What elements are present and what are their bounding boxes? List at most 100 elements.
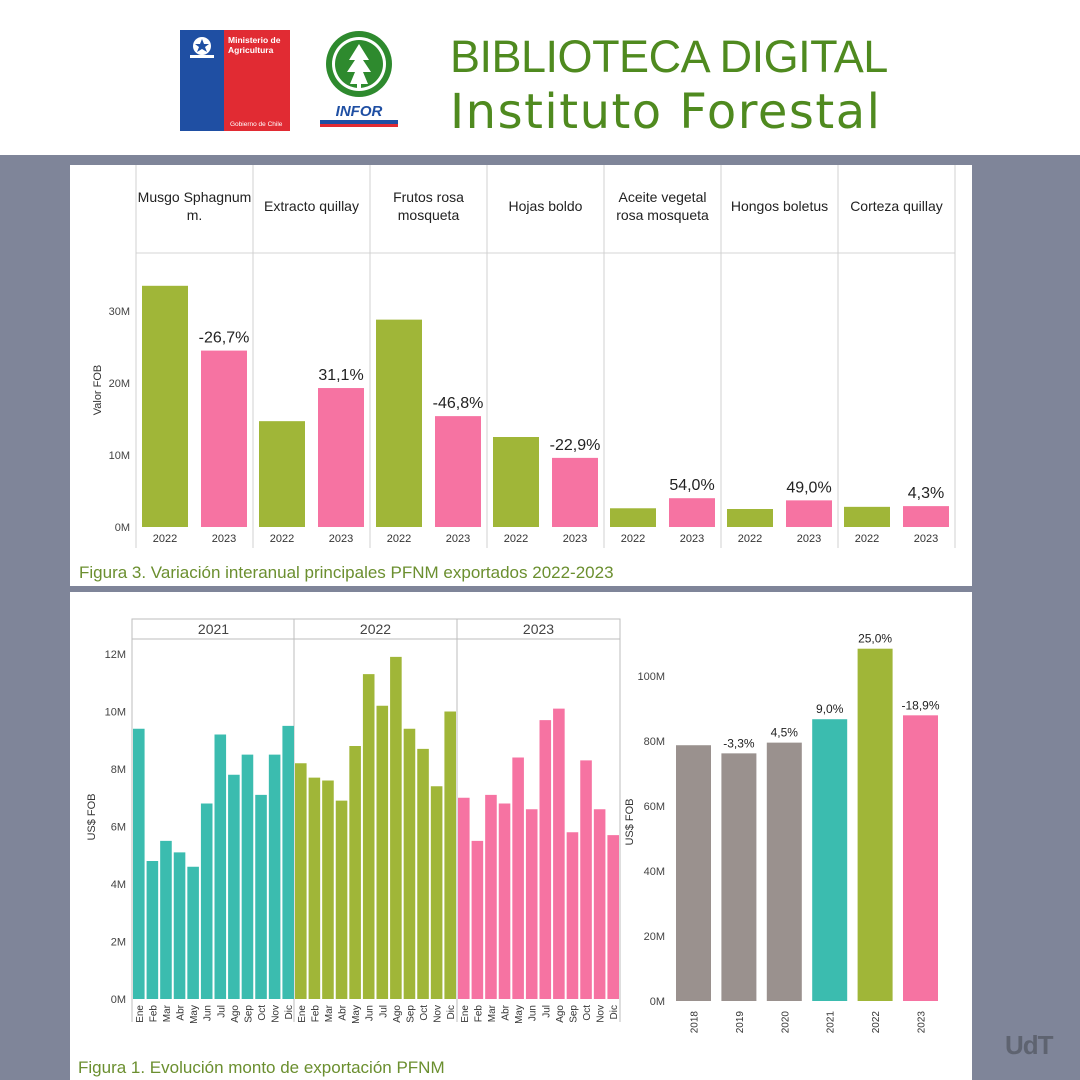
fig3-change-label: 4,3% <box>908 485 944 502</box>
fig1-month-bar <box>349 746 361 999</box>
fig1-month-label: Jul <box>216 1005 227 1018</box>
fig1-year-label: 2020 <box>780 1011 791 1034</box>
ministry-logo-line2: Agricultura <box>228 45 274 55</box>
fig1-month-bar <box>539 720 552 999</box>
fig3-bar-2023 <box>903 506 949 527</box>
fig1-month-label: Ene <box>135 1005 146 1023</box>
fig3-category-label: mosqueta <box>398 207 460 223</box>
fig1-month-bar <box>390 656 402 999</box>
fig3-change-label: 54,0% <box>669 477 714 494</box>
fig1-month-bar <box>444 711 456 999</box>
fig1-year-bar <box>857 648 893 1001</box>
fig1-month-bar <box>458 797 470 999</box>
fig1-year-change-label: 25,0% <box>858 632 892 646</box>
fig1-year-change-label: -18,9% <box>901 698 939 712</box>
fig3-x-tick-label: 2022 <box>504 533 528 545</box>
fig1-month-bar <box>173 852 186 999</box>
fig3-bar-2023 <box>552 457 598 527</box>
fig1-month-bar <box>241 754 254 999</box>
fig1-year-label: 2018 <box>690 1011 701 1034</box>
fig3-bar-2023 <box>435 416 481 527</box>
fig3-x-tick-label: 2022 <box>153 533 177 545</box>
fig1-month-bar <box>403 728 416 999</box>
fig1-month-bar <box>566 832 579 999</box>
fig1-facet-year-label: 2022 <box>360 621 391 637</box>
fig3-category-label: rosa mosqueta <box>616 207 709 223</box>
fig3-x-tick-label: 2023 <box>329 533 353 545</box>
site-subtitle: Instituto Forestal <box>450 84 882 140</box>
fig1-month-label: Dic <box>446 1005 457 1019</box>
fig1-month-bar <box>187 866 199 999</box>
fig3-y-tick-label: 20M <box>109 378 130 390</box>
fig1-month-label: Feb <box>473 1005 484 1023</box>
fig1-month-bar <box>228 774 240 999</box>
fig1-month-label: Jul <box>541 1005 552 1018</box>
fig1-month-bar <box>160 840 172 999</box>
fig1-month-bar <box>498 803 511 999</box>
fig3-bar-2023 <box>669 498 715 527</box>
fig1-month-label: May <box>514 1005 525 1024</box>
fig3-category-label: Hojas boldo <box>509 198 583 214</box>
fig1-month-label: Oct <box>257 1005 268 1021</box>
fig1-month-bar <box>512 757 524 999</box>
fig1-month-label: Ago <box>555 1005 566 1023</box>
fig3-change-label: -46,8% <box>433 395 484 412</box>
fig3-category-label: m. <box>187 207 203 223</box>
fig3-x-tick-label: 2022 <box>387 533 411 545</box>
fig1-left-y-axis-label: US$ FOB <box>86 793 98 840</box>
fig3-x-tick-label: 2022 <box>855 533 879 545</box>
fig1-month-label: May <box>189 1005 200 1024</box>
fig1-year-bar <box>766 742 802 1001</box>
fig1-right-y-tick-label: 100M <box>637 671 665 683</box>
fig1-month-label: Ago <box>230 1005 241 1023</box>
fig3-caption: Figura 3. Variación interanual principal… <box>79 563 614 582</box>
fig3-x-tick-label: 2023 <box>563 533 587 545</box>
site-title: BIBLIOTECA DIGITAL <box>450 31 888 82</box>
fig1-left-y-tick-label: 10M <box>105 707 126 719</box>
fig3-change-label: 31,1% <box>318 367 363 384</box>
fig3-x-tick-label: 2023 <box>212 533 236 545</box>
fig3-bar-2022 <box>610 508 656 527</box>
fig3-bar-2022 <box>493 437 539 527</box>
fig3-category-label: Frutos rosa <box>393 189 464 205</box>
fig1-month-label: Dic <box>284 1005 295 1019</box>
fig1-month-bar <box>485 794 497 999</box>
fig1-month-bar <box>525 809 538 999</box>
fig1-month-label: Mar <box>162 1004 173 1022</box>
fig1-year-label: 2022 <box>871 1011 882 1034</box>
fig1-month-bar <box>376 705 389 999</box>
fig1-year-bar <box>903 715 938 1001</box>
fig1-month-bar <box>430 786 443 999</box>
fig1-month-bar <box>133 728 145 999</box>
fig3-bar-2022 <box>259 421 305 527</box>
fig1-month-label: Feb <box>148 1005 159 1023</box>
fig1-month-label: Jun <box>528 1005 539 1021</box>
fig1-month-label: Nov <box>433 1005 444 1023</box>
fig3-change-label: -26,7% <box>199 330 250 347</box>
fig3-category-label: Musgo Sphagnum <box>138 189 252 205</box>
fig1-caption: Figura 1. Evolución monto de exportación… <box>78 1058 445 1077</box>
fig3-x-tick-label: 2022 <box>738 533 762 545</box>
fig1-month-bar <box>214 734 227 999</box>
fig1-right-y-tick-label: 40M <box>644 866 665 878</box>
fig3-category-label: Corteza quillay <box>850 198 943 214</box>
fig1-left-y-tick-label: 6M <box>111 822 126 834</box>
ministry-logo-line1: Ministerio de <box>228 35 281 45</box>
ministry-logo-footer: Gobierno de Chile <box>230 121 283 128</box>
fig1-month-label: Dic <box>609 1005 620 1019</box>
fig1-month-bar <box>553 708 565 999</box>
fig1-month-bar <box>308 777 321 999</box>
fig1-year-label: 2019 <box>735 1011 746 1034</box>
fig1-month-bar <box>146 861 159 999</box>
fig1-facet-year-label: 2021 <box>198 621 229 637</box>
fig3-bar-2022 <box>844 506 890 527</box>
fig1-month-label: Ene <box>297 1005 308 1023</box>
fig1-month-label: Feb <box>310 1005 321 1023</box>
fig1-month-bar <box>593 809 606 999</box>
infor-logo: INFOR <box>320 31 398 127</box>
fig1-year-change-label: -3,3% <box>723 736 755 750</box>
fig3-y-tick-label: 0M <box>115 522 130 534</box>
fig3-bar-2022 <box>142 285 188 527</box>
fig3-category-label: Hongos boletus <box>731 198 828 214</box>
